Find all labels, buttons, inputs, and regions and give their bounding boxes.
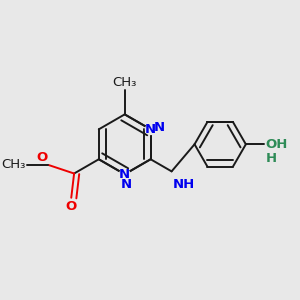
Text: N: N: [121, 178, 132, 190]
Text: O: O: [66, 200, 77, 213]
Circle shape: [146, 124, 156, 134]
Text: CH₃: CH₃: [1, 158, 26, 172]
Text: OH: OH: [265, 138, 288, 151]
Text: O: O: [37, 151, 48, 164]
Text: H: H: [266, 152, 277, 165]
Circle shape: [120, 169, 130, 179]
Text: N: N: [145, 123, 156, 136]
Text: NH: NH: [173, 178, 195, 190]
Text: N: N: [154, 122, 165, 134]
Text: N: N: [119, 168, 130, 181]
Text: CH₃: CH₃: [112, 76, 137, 89]
